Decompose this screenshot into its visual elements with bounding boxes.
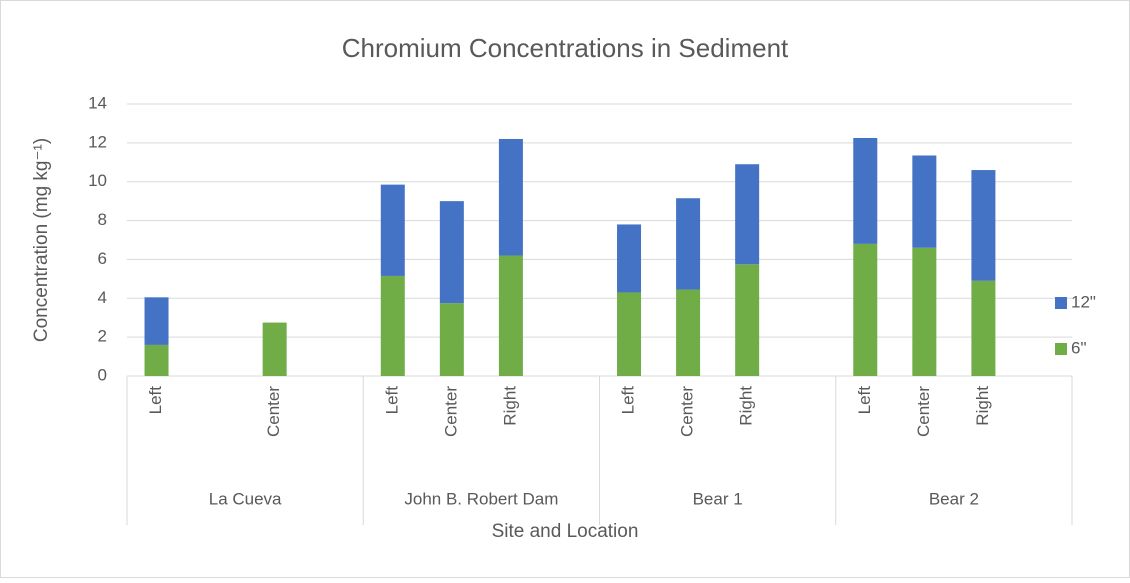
group-label: La Cueva [209,489,282,508]
bar-segment [617,292,642,376]
y-tick-label: 4 [98,288,107,307]
group-label: Bear 1 [693,489,743,508]
bar-segment [971,170,996,281]
x-tick-label: Left [146,386,165,415]
bar-segment [498,138,523,256]
x-tick-label: Center [678,386,697,437]
y-axis-label: Concentration (mg kg⁻¹) [31,138,52,342]
x-tick-label: Left [382,386,401,415]
group-label: Bear 2 [929,489,979,508]
bar-segment [735,164,760,265]
bar-segment [498,255,523,376]
bar-segment [439,201,464,304]
bar-segment [144,297,169,345]
bar-segment [853,243,878,376]
x-tick-label: Right [737,386,756,426]
bar-segment [439,303,464,376]
bar-segment [971,280,996,376]
bar-segment [912,247,937,376]
x-tick-label: Center [441,386,460,437]
y-tick-label: 8 [98,210,107,229]
bar-segment [735,264,760,376]
x-tick-label: Left [855,386,874,415]
chart-title: Chromium Concentrations in Sediment [342,33,789,63]
y-tick-label: 6 [98,249,107,268]
legend-label: 12" [1071,292,1096,311]
legend-swatch [1055,343,1067,355]
x-tick-label: Right [500,386,519,426]
bar-segment [380,275,405,376]
x-tick-label: Left [619,386,638,415]
y-tick-label: 0 [98,365,107,384]
y-tick-label: 14 [88,93,107,112]
bar-segment [676,289,701,376]
legend-label: 6" [1071,338,1087,357]
y-tick-label: 12 [88,132,107,151]
bar-segment [380,184,405,276]
x-tick-label: Right [973,386,992,426]
group-label: John B. Robert Dam [404,489,558,508]
x-tick-label: Center [264,386,283,437]
bar-segment [262,322,287,376]
bar-segment [144,344,169,376]
bar-segment [617,224,642,293]
y-tick-label: 2 [98,327,107,346]
x-tick-label: Center [914,386,933,437]
legend-swatch [1055,297,1067,309]
y-tick-label: 10 [88,171,107,190]
bar-segment [912,155,937,248]
bar-segment [676,198,701,290]
bar-segment [853,138,878,244]
x-axis-label: Site and Location [492,521,639,542]
